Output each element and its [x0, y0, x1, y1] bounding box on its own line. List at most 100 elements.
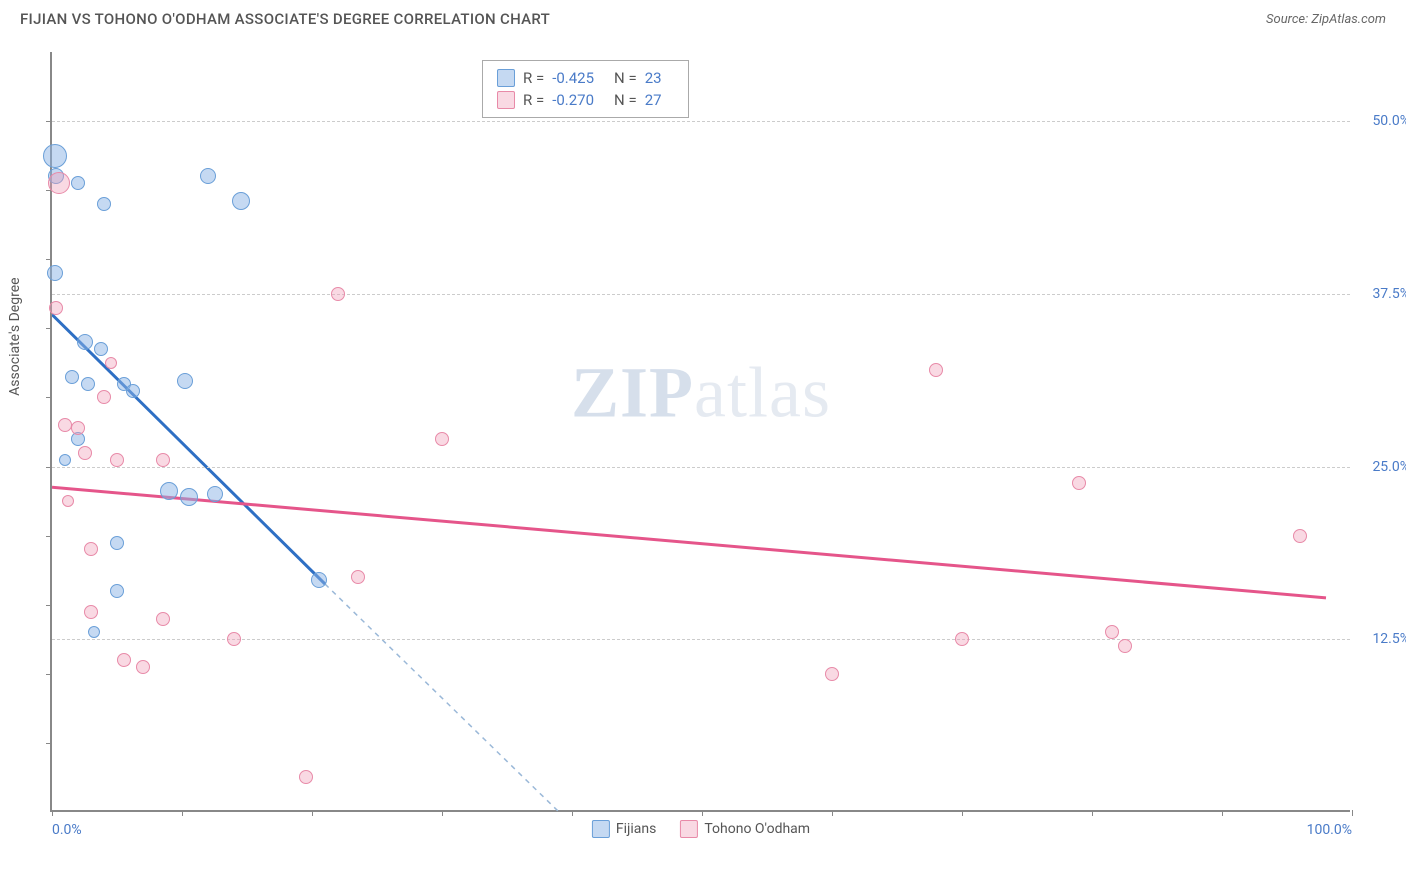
x-tick-label: 0.0% [52, 822, 82, 838]
stats-row-1: R = -0.425 N = 23 [497, 67, 674, 89]
y-axis-tick [46, 328, 52, 329]
scatter-point [955, 632, 969, 646]
trend-lines [52, 52, 1352, 812]
x-axis-tick [52, 810, 53, 816]
scatter-point [156, 612, 170, 626]
scatter-point [49, 301, 63, 315]
x-axis-tick [1222, 810, 1223, 816]
scatter-point [156, 453, 170, 467]
scatter-point [351, 570, 365, 584]
scatter-point [88, 626, 100, 638]
plot-region: ZIPatlas R = -0.425 N = 23 R = -0.270 N … [50, 52, 1350, 812]
legend-item-2: Tohono O'odham [680, 820, 810, 838]
y-axis-tick [46, 397, 52, 398]
y-axis-tick [46, 536, 52, 537]
watermark: ZIPatlas [571, 352, 831, 435]
scatter-point [160, 482, 178, 500]
chart-area: Associate's Degree ZIPatlas R = -0.425 N… [50, 52, 1390, 842]
scatter-point [97, 197, 111, 211]
scatter-point [1293, 529, 1307, 543]
x-axis-tick [1092, 810, 1093, 816]
scatter-point [1072, 476, 1086, 490]
r-value-1: -0.425 [552, 69, 594, 87]
chart-title: FIJIAN VS TOHONO O'ODHAM ASSOCIATE'S DEG… [20, 10, 550, 28]
y-tick-label: 50.0% [1372, 113, 1406, 129]
scatter-point [94, 342, 108, 356]
scatter-point [825, 667, 839, 681]
scatter-point [1105, 625, 1119, 639]
scatter-point [65, 370, 79, 384]
legend: Fijians Tohono O'odham [592, 820, 810, 838]
scatter-point [180, 488, 198, 506]
y-axis-tick [46, 121, 52, 122]
x-tick-label: 100.0% [1307, 822, 1352, 838]
y-tick-label: 37.5% [1372, 286, 1406, 302]
x-axis-tick [572, 810, 573, 816]
source-attribution: Source: ZipAtlas.com [1266, 12, 1386, 27]
x-axis-tick [312, 810, 313, 816]
scatter-point [929, 363, 943, 377]
scatter-point [177, 373, 193, 389]
scatter-point [97, 390, 111, 404]
scatter-point [299, 770, 313, 784]
scatter-point [200, 168, 216, 184]
y-axis-tick [46, 467, 52, 468]
y-axis-tick [46, 674, 52, 675]
scatter-point [117, 653, 131, 667]
scatter-point [71, 176, 85, 190]
legend-item-1: Fijians [592, 820, 656, 838]
gridline [52, 294, 1350, 295]
scatter-point [58, 418, 72, 432]
x-axis-tick [1352, 810, 1353, 816]
x-axis-tick [832, 810, 833, 816]
gridline [52, 639, 1350, 640]
scatter-point [48, 172, 70, 194]
scatter-point [331, 287, 345, 301]
y-axis-title: Associate's Degree [7, 277, 23, 395]
gridline [52, 467, 1350, 468]
scatter-point [105, 357, 117, 369]
y-axis-tick [46, 605, 52, 606]
scatter-point [47, 265, 63, 281]
stats-box: R = -0.425 N = 23 R = -0.270 N = 27 [482, 60, 689, 118]
scatter-point [311, 572, 327, 588]
y-tick-label: 25.0% [1372, 459, 1406, 475]
legend-label-1: Fijians [616, 821, 656, 837]
y-tick-label: 12.5% [1372, 631, 1406, 647]
scatter-point [84, 542, 98, 556]
scatter-point [81, 377, 95, 391]
legend-swatch-1 [592, 820, 610, 838]
y-axis-tick [46, 743, 52, 744]
legend-swatch-2 [680, 820, 698, 838]
scatter-point [207, 486, 223, 502]
scatter-point [77, 334, 93, 350]
scatter-point [71, 421, 85, 435]
gridline [52, 121, 1350, 122]
scatter-point [126, 384, 140, 398]
scatter-point [1118, 639, 1132, 653]
scatter-point [227, 632, 241, 646]
scatter-point [43, 144, 67, 168]
scatter-point [78, 446, 92, 460]
scatter-point [59, 454, 71, 466]
scatter-point [435, 432, 449, 446]
scatter-point [136, 660, 150, 674]
n-value-2: 27 [645, 91, 662, 109]
n-value-1: 23 [645, 69, 662, 87]
scatter-point [110, 536, 124, 550]
stats-swatch-1 [497, 69, 515, 87]
scatter-point [232, 192, 250, 210]
r-value-2: -0.270 [552, 91, 594, 109]
legend-label-2: Tohono O'odham [704, 821, 810, 837]
scatter-point [84, 605, 98, 619]
stats-row-2: R = -0.270 N = 27 [497, 89, 674, 111]
scatter-point [110, 584, 124, 598]
y-axis-tick [46, 259, 52, 260]
scatter-point [110, 453, 124, 467]
scatter-point [62, 495, 74, 507]
x-axis-tick [182, 810, 183, 816]
x-axis-tick [442, 810, 443, 816]
x-axis-tick [962, 810, 963, 816]
stats-swatch-2 [497, 91, 515, 109]
x-axis-tick [702, 810, 703, 816]
